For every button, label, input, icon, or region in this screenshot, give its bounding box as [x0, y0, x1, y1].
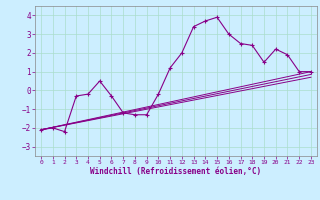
- X-axis label: Windchill (Refroidissement éolien,°C): Windchill (Refroidissement éolien,°C): [91, 167, 261, 176]
